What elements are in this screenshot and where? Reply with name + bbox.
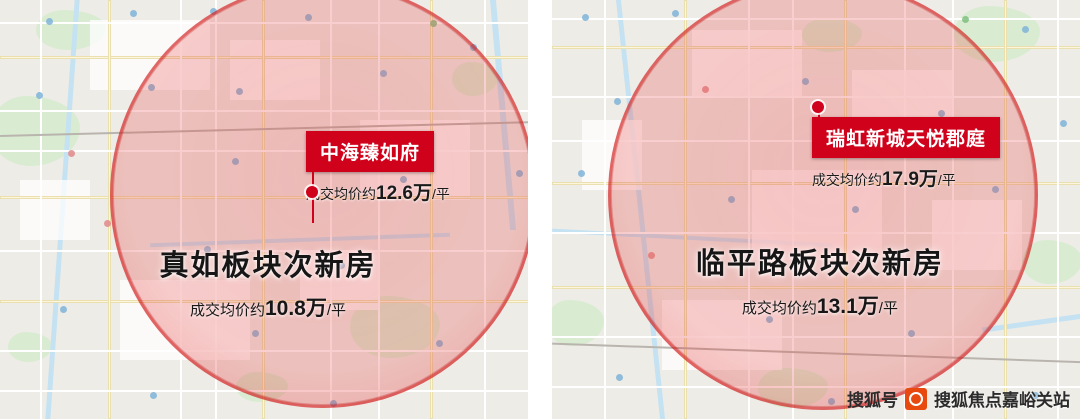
highlight-radius-circle bbox=[607, 0, 1038, 410]
project-callout[interactable]: 中海臻如府 成交均价约12.6万/平 bbox=[306, 131, 450, 223]
project-name-tag: 瑞虹新城天悦郡庭 bbox=[811, 117, 1000, 158]
road bbox=[108, 0, 111, 419]
district-price-unit: /平 bbox=[878, 300, 898, 317]
district-name: 临平路板块次新房 bbox=[695, 248, 944, 280]
project-callout[interactable]: 瑞虹新城天悦郡庭 成交均价约17.9万/平 bbox=[811, 101, 1000, 191]
project-price-unit: /平 bbox=[937, 172, 956, 188]
map-panel-right[interactable]: 瑞虹新城天悦郡庭 成交均价约17.9万/平 临平路板块次新房 成交均价约13.1… bbox=[551, 0, 1080, 419]
poi-dot bbox=[1031, 392, 1039, 399]
poi-dot bbox=[104, 220, 111, 227]
project-price-value: 17.9万 bbox=[881, 169, 938, 190]
poi-dot bbox=[613, 98, 621, 105]
road bbox=[603, 0, 606, 419]
poi-dot bbox=[1021, 26, 1029, 33]
poi-dot bbox=[581, 14, 589, 21]
poi-dot bbox=[615, 374, 623, 381]
project-name-tag: 中海臻如府 bbox=[306, 131, 435, 172]
project-price: 成交均价约12.6万/平 bbox=[306, 178, 450, 205]
city-block bbox=[20, 180, 90, 240]
district-price: 成交均价约13.1万/平 bbox=[552, 290, 1080, 320]
watermark-prefix: 搜狐号 bbox=[847, 391, 898, 410]
district-price: 成交均价约10.8万/平 bbox=[0, 292, 528, 322]
watermark: 搜狐号 搜狐焦点嘉峪关站 bbox=[847, 386, 1070, 411]
district-price-label: 成交均价约 bbox=[741, 300, 817, 317]
project-marker[interactable] bbox=[811, 101, 824, 113]
park-area bbox=[1021, 240, 1080, 284]
project-marker[interactable] bbox=[306, 186, 318, 198]
poi-dot bbox=[577, 170, 585, 177]
poi-dot bbox=[150, 392, 157, 399]
poi-dot bbox=[1059, 120, 1067, 127]
project-price-label: 成交均价约 bbox=[811, 172, 882, 188]
sohu-logo-icon bbox=[905, 387, 927, 410]
district-caption: 真如板块次新房 成交均价约10.8万/平 bbox=[0, 242, 528, 322]
project-price-unit: /平 bbox=[431, 186, 450, 202]
project-price-label: 成交均价约 bbox=[306, 186, 376, 202]
road bbox=[1056, 0, 1059, 419]
poi-dot bbox=[671, 10, 679, 17]
park-area bbox=[8, 332, 52, 362]
project-price: 成交均价约17.9万/平 bbox=[812, 164, 1000, 191]
poi-dot bbox=[961, 16, 969, 23]
district-price-label: 成交均价约 bbox=[189, 302, 265, 319]
district-price-unit: /平 bbox=[326, 302, 347, 319]
district-name: 真如板块次新房 bbox=[159, 250, 377, 282]
project-price-value: 12.6万 bbox=[376, 183, 432, 204]
district-caption: 临平路板块次新房 成交均价约13.1万/平 bbox=[552, 240, 1080, 320]
highlight-radius-circle bbox=[110, 0, 529, 408]
watermark-account: 搜狐焦点嘉峪关站 bbox=[934, 391, 1070, 410]
poi-dot bbox=[68, 150, 75, 157]
map-panel-left[interactable]: 中海臻如府 成交均价约12.6万/平 真如板块次新房 成交均价约10.8万/平 bbox=[0, 0, 529, 419]
panel-divider bbox=[536, 0, 544, 419]
poi-dot bbox=[130, 10, 137, 17]
poi-dot bbox=[60, 306, 67, 313]
district-price-value: 13.1万 bbox=[816, 295, 879, 318]
poi-dot bbox=[46, 18, 53, 25]
poi-dot bbox=[36, 92, 43, 99]
district-price-value: 10.8万 bbox=[264, 297, 327, 320]
road bbox=[40, 0, 42, 419]
